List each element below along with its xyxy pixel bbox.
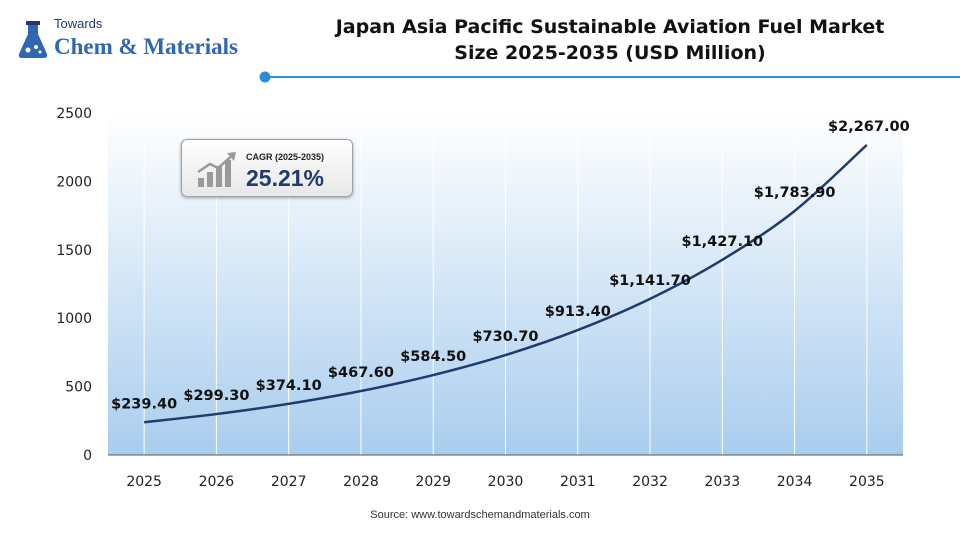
x-tick-label: 2035	[849, 474, 885, 490]
x-tick-label: 2027	[271, 474, 307, 490]
chart-title: Japan Asia Pacific Sustainable Aviation …	[300, 14, 920, 66]
x-tick-label: 2031	[560, 474, 596, 490]
data-label-2029: $584.50	[400, 349, 466, 365]
series-line	[143, 143, 868, 424]
y-tick-label: 1500	[56, 243, 92, 259]
y-tick-label: 2500	[56, 106, 92, 122]
header-divider-dot	[259, 71, 271, 83]
x-tick-label: 2025	[126, 474, 162, 490]
x-axis-ticks: 2025 2026 2027 2028 2029 2030 2031 2032 2033 2034…	[126, 474, 884, 490]
x-tick-label: 2026	[199, 474, 235, 490]
y-tick-label: 2000	[56, 174, 92, 190]
cagr-value: 25.21%	[246, 165, 325, 191]
y-axis-ticks: 0 500 1000 1500 2000 2500	[56, 106, 92, 464]
data-label-2027: $374.10	[256, 378, 322, 394]
growth-bar-chart-icon	[197, 152, 236, 187]
data-label-2035: $2,267.00	[828, 119, 910, 135]
data-label-2026: $299.30	[183, 388, 249, 404]
data-label-2028: $467.60	[328, 365, 394, 381]
data-label-2033: $1,427.10	[681, 234, 763, 250]
data-labels: $239.40 $299.30 $374.10 $467.60 $584.50 $730.…	[111, 119, 910, 412]
x-tick-label: 2034	[777, 474, 813, 490]
x-tick-label: 2028	[343, 474, 379, 490]
x-tick-label: 2029	[415, 474, 451, 490]
x-tick-label: 2030	[488, 474, 524, 490]
data-label-2025: $239.40	[111, 396, 177, 412]
data-label-2034: $1,783.90	[754, 185, 836, 201]
cagr-badge: CAGR (2025-2035) 25.21%	[181, 139, 353, 197]
logo-main-text: Chem & Materials	[54, 34, 238, 59]
brand-logo: Towards Chem & Materials	[14, 14, 264, 68]
y-tick-label: 0	[83, 448, 92, 464]
cagr-label: CAGR (2025-2035)	[246, 152, 325, 162]
data-label-2032: $1,141.70	[609, 273, 691, 289]
y-tick-label: 500	[65, 380, 92, 396]
y-tick-label: 1000	[56, 311, 92, 327]
data-label-2031: $913.40	[545, 304, 611, 320]
source-note: Source: www.towardschemandmaterials.com	[370, 509, 590, 521]
flask-icon	[18, 21, 48, 58]
x-tick-label: 2033	[704, 474, 740, 490]
chart-title-line-2: Size 2025-2035 (USD Million)	[454, 42, 766, 64]
x-tick-label: 2032	[632, 474, 668, 490]
data-label-2030: $730.70	[472, 329, 538, 345]
logo-top-text: Towards	[54, 16, 103, 31]
chart-title-line-1: Japan Asia Pacific Sustainable Aviation …	[335, 16, 885, 38]
